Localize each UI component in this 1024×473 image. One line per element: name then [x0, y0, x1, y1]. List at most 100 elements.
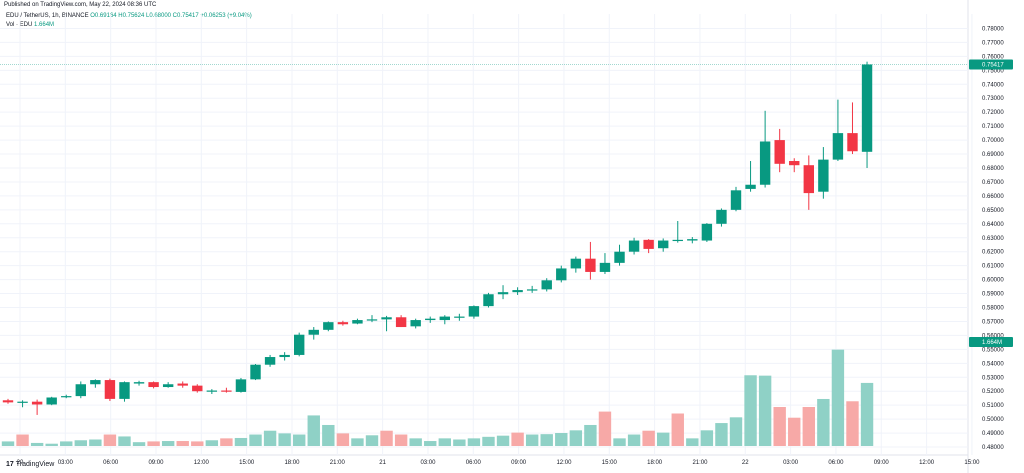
- candle-body: [2, 400, 14, 403]
- candle-body: [395, 317, 407, 328]
- candle-body: [366, 319, 378, 321]
- time-tick-label: 06:00: [103, 460, 119, 466]
- time-tick-label: 20: [17, 460, 24, 466]
- price-tick-label: 0.75000: [982, 68, 1004, 74]
- volume-bar: [744, 375, 757, 446]
- candle-body: [221, 390, 232, 392]
- time-tick-label: 09:00: [148, 460, 164, 466]
- candle-body: [614, 251, 625, 263]
- volume-legend: Vol · EDU 1.664M: [6, 22, 54, 28]
- time-tick-label: 21:00: [692, 460, 708, 466]
- candle-body: [90, 380, 101, 385]
- volume-bar: [16, 434, 29, 446]
- tradingview-logo-icon: 17: [6, 461, 14, 468]
- candle-body: [425, 318, 436, 321]
- price-tick-label: 0.66000: [982, 194, 1004, 200]
- price-tick-label: 0.64000: [982, 222, 1004, 228]
- candle-body: [541, 280, 552, 290]
- candle-body: [774, 140, 785, 164]
- volume-bar: [132, 442, 146, 446]
- candle-body: [847, 133, 858, 152]
- price-tick-label: 0.69000: [982, 152, 1004, 158]
- volume-tag-label: 1.664M: [982, 340, 1002, 346]
- volume-tag: [969, 337, 1013, 347]
- candle-body: [279, 354, 290, 358]
- last-price-tag: [969, 59, 1013, 70]
- volume-bar: [45, 443, 58, 446]
- volume-bar: [467, 438, 481, 446]
- time-tick-label: 12:00: [919, 460, 935, 466]
- volume-bar: [249, 434, 262, 446]
- candle-body: [716, 209, 727, 224]
- time-tick-label: 03:00: [783, 460, 799, 466]
- price-tick-label: 0.74000: [982, 82, 1004, 88]
- candle-body: [381, 317, 392, 320]
- volume-bar: [627, 434, 641, 446]
- candle-body: [264, 357, 276, 365]
- time-tick-label: 15:00: [239, 460, 255, 466]
- candle-body: [497, 292, 509, 295]
- candle-body: [148, 382, 159, 388]
- volume-bar: [540, 434, 553, 446]
- candle-body: [75, 384, 86, 397]
- volume-bar: [394, 434, 408, 446]
- volume-bar: [817, 398, 830, 446]
- price-tick-label: 0.52000: [982, 389, 1004, 395]
- volume-bar: [409, 438, 422, 446]
- time-tick-label: 15:00: [964, 460, 980, 466]
- volume-bar: [336, 433, 350, 446]
- symbol-legend: EDU / TetherUS, 1h, BINANCE O0.69164 H0.…: [6, 13, 252, 19]
- volume-bar: [380, 430, 393, 446]
- candle-body: [308, 329, 319, 335]
- candle-body: [818, 159, 829, 192]
- candle-body: [687, 239, 698, 241]
- volume-bar: [351, 438, 364, 446]
- volume-bar: [584, 424, 597, 446]
- price-tick-label: 0.77000: [982, 40, 1004, 46]
- volume-bar: [758, 375, 772, 446]
- price-tick-label: 0.71000: [982, 124, 1004, 130]
- time-tick-label: 22: [742, 460, 749, 466]
- candle-body: [643, 239, 654, 249]
- volume-bar: [773, 407, 786, 446]
- volume-bar: [671, 413, 684, 446]
- volume-bar: [161, 441, 175, 446]
- candle-body: [512, 290, 523, 293]
- volume-value: 1.664M: [34, 22, 55, 28]
- candle-body: [599, 262, 611, 272]
- price-tick-label: 0.62000: [982, 250, 1004, 256]
- candle-body: [789, 161, 800, 166]
- volume-bar: [453, 439, 466, 446]
- tradingview-logo-text: TradingView: [15, 461, 55, 468]
- price-tick-label: 0.56000: [982, 333, 1004, 339]
- price-tick-label: 0.54000: [982, 361, 1004, 367]
- volume-bar: [598, 411, 612, 446]
- price-tick-label: 0.53000: [982, 375, 1004, 381]
- candle-body: [294, 334, 305, 355]
- volume-bar: [555, 433, 568, 446]
- candle-body: [192, 385, 203, 392]
- volume-bar: [176, 441, 189, 446]
- candle-body: [104, 380, 116, 399]
- volume-bar: [89, 439, 102, 446]
- volume-bar: [496, 435, 510, 446]
- time-tick-label: 21:00: [330, 460, 346, 466]
- price-tick-label: 0.58000: [982, 306, 1004, 312]
- candle-body: [483, 294, 494, 307]
- volume-bar: [511, 432, 524, 446]
- candle-body: [439, 316, 450, 321]
- volume-bar: [74, 440, 87, 446]
- price-tick-label: 0.67000: [982, 180, 1004, 186]
- time-tick-label: 12:00: [194, 460, 210, 466]
- price-tick-label: 0.61000: [982, 264, 1004, 270]
- candle-body: [701, 223, 713, 241]
- time-tick-label: 03:00: [58, 460, 74, 466]
- price-tick-label: 0.57000: [982, 319, 1004, 325]
- candle-body: [672, 239, 683, 242]
- time-tick-label: 09:00: [874, 460, 890, 466]
- volume-bar: [686, 438, 699, 446]
- ohlc-values: O0.69164 H0.75624 L0.68000 C0.75417 +0.0…: [90, 13, 252, 19]
- time-tick-label: 18:00: [284, 460, 300, 466]
- symbol-name: EDU / TetherUS, 1h, BINANCE: [6, 13, 89, 19]
